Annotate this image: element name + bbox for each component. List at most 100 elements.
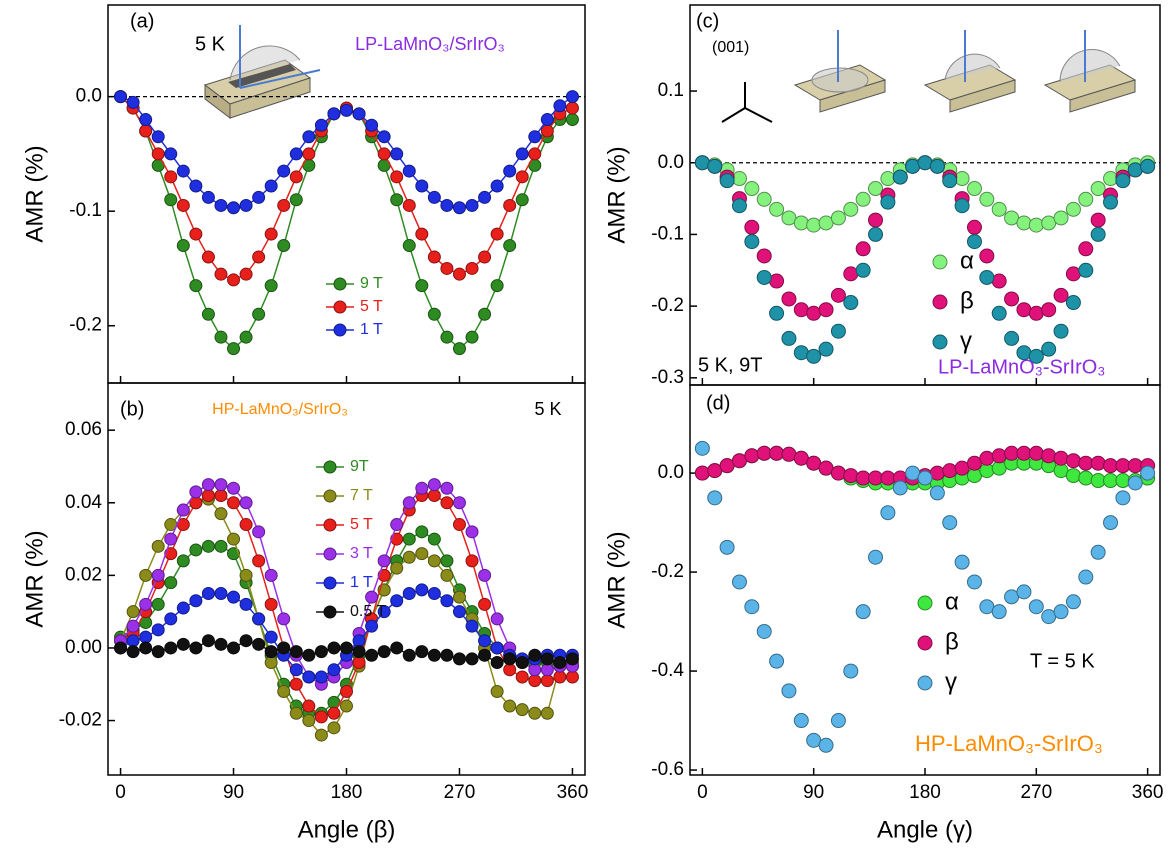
- data-point: [515, 655, 529, 669]
- data-point: [1028, 305, 1044, 321]
- data-point: [528, 648, 542, 662]
- data-point: [793, 345, 809, 361]
- data-point: [402, 587, 416, 601]
- data-point: [139, 597, 153, 611]
- data-point: [1127, 162, 1143, 178]
- data-point: [818, 341, 834, 357]
- data-point: [503, 164, 517, 178]
- data-point: [327, 641, 341, 655]
- y-tick-label: 0.0: [76, 86, 102, 107]
- data-point: [427, 532, 441, 546]
- data-point: [1041, 341, 1057, 357]
- data-point: [515, 193, 529, 207]
- data-point: [465, 652, 479, 666]
- data-point: [942, 515, 958, 531]
- data-point: [415, 279, 429, 293]
- data-point: [139, 124, 153, 138]
- data-point: [528, 706, 542, 720]
- data-point: [289, 170, 303, 184]
- data-point: [478, 190, 492, 204]
- data-point: [302, 130, 316, 144]
- annotation: (a): [130, 10, 154, 32]
- data-point: [352, 645, 366, 659]
- data-point: [415, 481, 429, 495]
- data-point: [452, 201, 466, 215]
- data-point: [793, 215, 809, 231]
- data-point: [176, 503, 190, 517]
- data-point: [868, 181, 884, 197]
- data-point: [151, 539, 165, 553]
- data-point: [806, 305, 822, 321]
- data-point: [756, 248, 772, 264]
- data-point: [1053, 604, 1069, 620]
- y-tick-label: -0.6: [651, 759, 684, 780]
- data-point: [390, 518, 404, 532]
- data-point: [452, 652, 466, 666]
- data-point: [377, 645, 391, 659]
- data-point: [991, 305, 1007, 321]
- data-point: [905, 158, 921, 174]
- data-point: [189, 641, 203, 655]
- data-point: [1028, 599, 1044, 615]
- y-tick-label: -0.2: [69, 315, 102, 336]
- data-point: [1090, 544, 1106, 560]
- data-point: [769, 305, 785, 321]
- y-tick-label: 0.02: [65, 564, 102, 585]
- data-point: [277, 685, 291, 699]
- data-point: [991, 448, 1007, 464]
- data-point: [264, 597, 278, 611]
- data-point: [966, 574, 982, 590]
- data-point: [719, 539, 735, 555]
- data-point: [126, 619, 140, 633]
- data-point: [1028, 217, 1044, 233]
- data-point: [314, 670, 328, 684]
- data-point: [818, 737, 834, 753]
- data-point: [892, 169, 908, 185]
- y-tick-label: -0.4: [651, 660, 684, 681]
- data-point: [239, 330, 253, 344]
- data-point: [176, 554, 190, 568]
- data-point: [515, 147, 529, 161]
- data-point: [139, 113, 153, 127]
- data-point: [402, 164, 416, 178]
- inset-device-a: [203, 25, 321, 120]
- data-point: [966, 234, 982, 250]
- data-point: [1041, 448, 1057, 464]
- legend-label: 9 T: [360, 275, 383, 292]
- data-point: [151, 568, 165, 582]
- data-point: [176, 601, 190, 615]
- data-point: [277, 641, 291, 655]
- x-tick-label: 270: [1020, 782, 1052, 803]
- data-point: [252, 307, 266, 321]
- plot-frame: [107, 4, 586, 384]
- data-point: [942, 173, 958, 189]
- legend-marker: [323, 460, 337, 474]
- legend-marker: [917, 595, 933, 611]
- data-point: [818, 302, 834, 318]
- data-point: [277, 239, 291, 253]
- data-point: [1053, 450, 1069, 466]
- annotation: (d): [706, 392, 730, 414]
- data-point: [490, 179, 504, 193]
- data-point: [289, 147, 303, 161]
- data-point: [465, 525, 479, 539]
- legend-label: 1 T: [350, 574, 373, 591]
- data-point: [114, 90, 128, 104]
- data-point: [239, 496, 253, 510]
- data-point: [1065, 468, 1081, 484]
- annotation: 5 K: [195, 33, 226, 55]
- data-point: [252, 190, 266, 204]
- data-point: [415, 525, 429, 539]
- x-tick-label: 0: [697, 782, 708, 803]
- x-tick-label: 90: [223, 782, 244, 803]
- data-point: [694, 465, 710, 481]
- data-point: [201, 190, 215, 204]
- data-point: [201, 587, 215, 601]
- data-point: [390, 641, 404, 655]
- data-point: [1115, 490, 1131, 506]
- data-point: [843, 201, 859, 217]
- legend-marker: [932, 334, 948, 350]
- data-point: [440, 554, 454, 568]
- data-point: [289, 706, 303, 720]
- data-point: [239, 597, 253, 611]
